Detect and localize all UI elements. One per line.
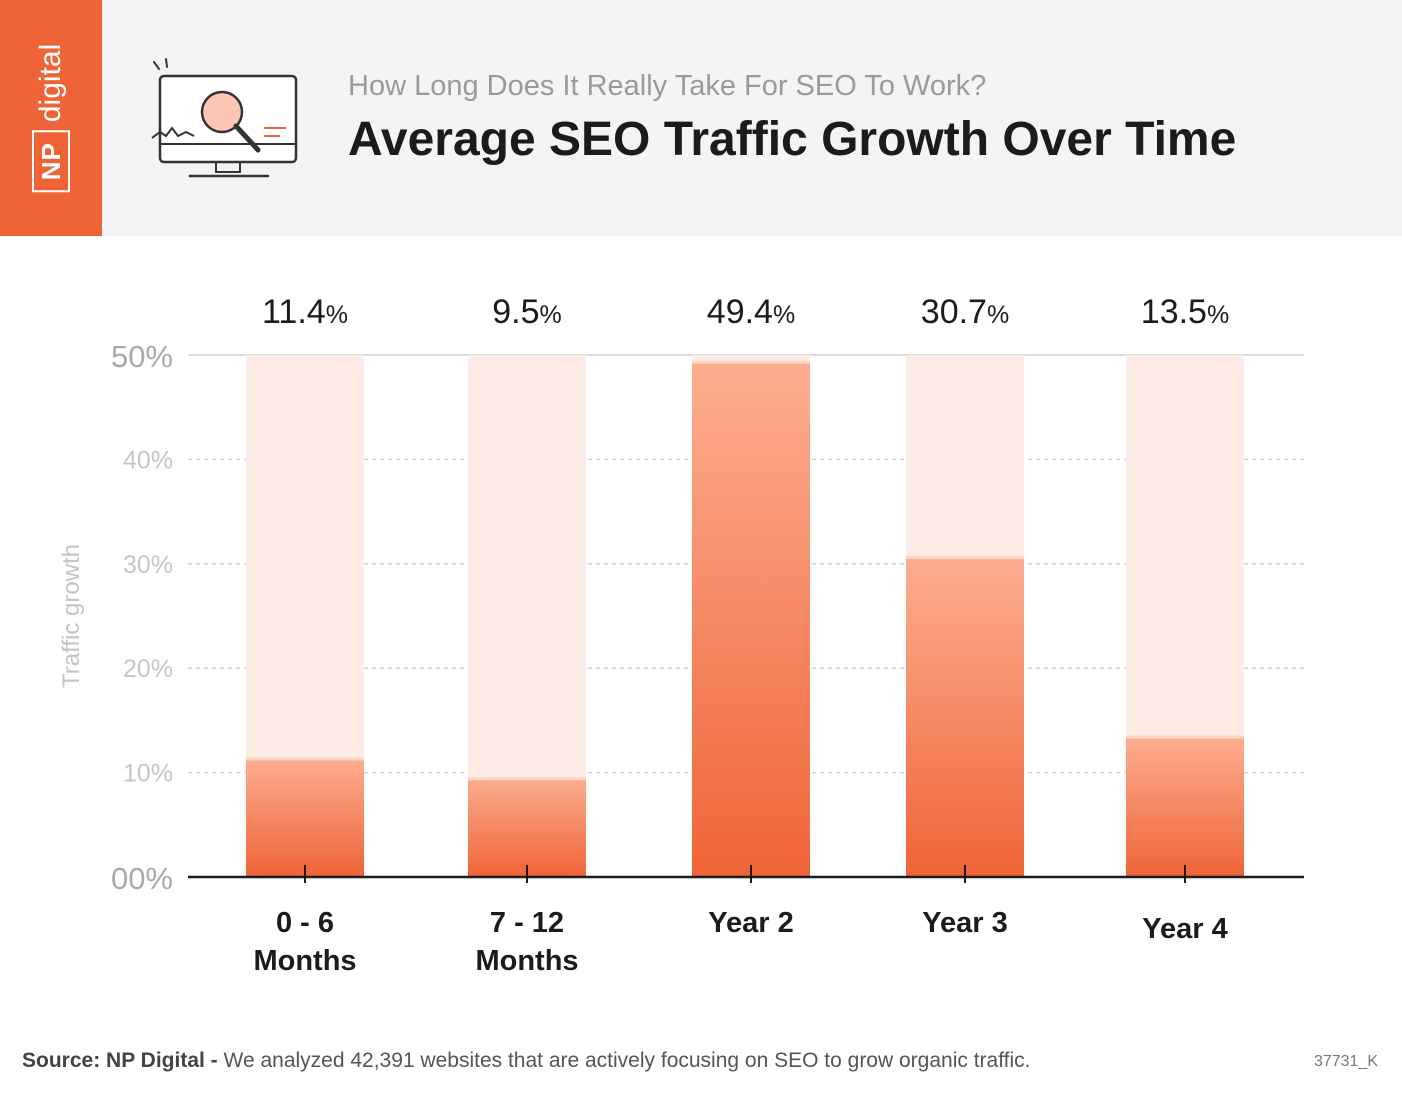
source-name: NP Digital - (106, 1049, 218, 1072)
y-tick-label: 30% (123, 551, 173, 579)
y-tick-label: 40% (123, 446, 173, 474)
y-tick-label: 20% (123, 655, 173, 683)
x-category-label: Year 2 (708, 907, 793, 939)
source-note: Source: NP Digital - We analyzed 42,391 … (22, 1049, 1031, 1073)
chart-subtitle: How Long Does It Really Take For SEO To … (348, 70, 987, 102)
y-tick-label: 10% (123, 760, 173, 788)
source-text: We analyzed 42,391 websites that are act… (223, 1049, 1031, 1072)
bar-chart: 00% 10% 20% 30% 40% 50% 11.4% 0 - 6 Months 9.5% 7 … (111, 293, 1304, 977)
bar (468, 777, 586, 877)
bar (906, 556, 1024, 877)
x-category-label: 0 - 6 (276, 907, 334, 939)
x-category-label: Year 3 (922, 907, 1007, 939)
bar-value-label: 13.5% (1141, 293, 1229, 331)
bar-value-label: 30.7% (921, 293, 1009, 331)
bar-value-label: 9.5% (492, 293, 562, 331)
x-category-label: Months (253, 945, 356, 977)
np-digital-logo: NP digital (0, 0, 102, 236)
y-tick-label: 50% (111, 339, 173, 374)
monitor-magnifier-icon (151, 58, 298, 178)
image-code: 37731_K (1313, 1053, 1378, 1070)
y-tick-label: 00% (111, 861, 173, 896)
bar (1126, 736, 1244, 877)
chart-title: Average SEO Traffic Growth Over Time (348, 113, 1237, 166)
bar-value-label: 49.4% (707, 293, 795, 331)
x-category-label: Months (475, 945, 578, 977)
bar (246, 757, 364, 877)
source-label: Source: (22, 1049, 101, 1072)
x-category-label: 7 - 12 (490, 907, 564, 939)
bar (692, 361, 810, 877)
header-band: NP digital How Long Does It Really Take … (0, 0, 1402, 236)
x-category-label: Year 4 (1142, 913, 1227, 945)
bar-value-label: 11.4% (262, 293, 348, 331)
